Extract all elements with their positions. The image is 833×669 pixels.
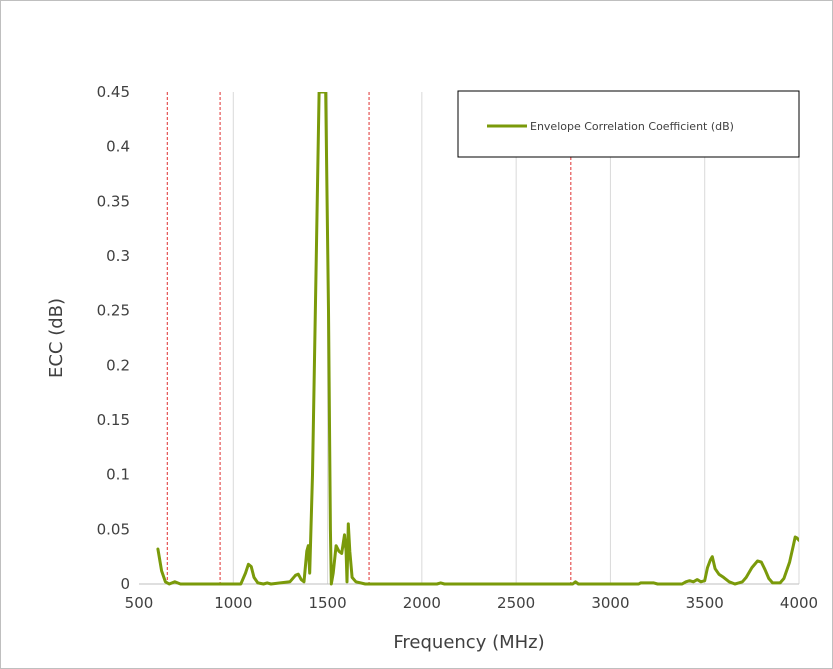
x-axis-ticks: 500 1000 1500 2000 2500 3000 3500 4000 xyxy=(125,594,818,612)
y-tick-label: 0.15 xyxy=(97,411,130,429)
series-layer xyxy=(156,92,799,586)
x-tick-label: 4000 xyxy=(780,594,818,612)
x-axis-title: Frequency (MHz) xyxy=(393,632,544,653)
y-tick-label: 0.05 xyxy=(97,520,130,538)
x-tick-label: 1500 xyxy=(308,594,346,612)
x-tick-label: 500 xyxy=(125,594,154,612)
y-tick-label: 0.25 xyxy=(97,302,130,320)
series-line-ecc xyxy=(156,92,799,586)
legend: Envelope Correlation Coefficient (dB) xyxy=(457,90,800,158)
y-tick-label: 0.1 xyxy=(106,466,130,484)
y-tick-label: 0 xyxy=(120,575,130,593)
y-tick-label: 0.2 xyxy=(106,356,130,374)
x-tick-label: 3000 xyxy=(591,594,629,612)
x-tick-label: 3500 xyxy=(686,594,724,612)
legend-box xyxy=(457,90,800,158)
y-tick-label: 0.35 xyxy=(97,192,130,210)
x-tick-label: 2000 xyxy=(403,594,441,612)
x-tick-label: 1000 xyxy=(214,594,252,612)
y-tick-label: 0.45 xyxy=(97,83,130,101)
y-axis-ticks: 0 0.05 0.1 0.15 0.2 0.25 0.3 0.35 0.4 0.45 xyxy=(97,83,130,593)
reference-lines xyxy=(166,92,572,584)
legend-entry-ecc: Envelope Correlation Coefficient (dB) xyxy=(530,120,734,133)
y-axis-title: ECC (dB) xyxy=(46,298,67,378)
x-tick-label: 2500 xyxy=(497,594,535,612)
y-tick-label: 0.3 xyxy=(106,247,130,265)
y-tick-label: 0.4 xyxy=(106,138,130,156)
